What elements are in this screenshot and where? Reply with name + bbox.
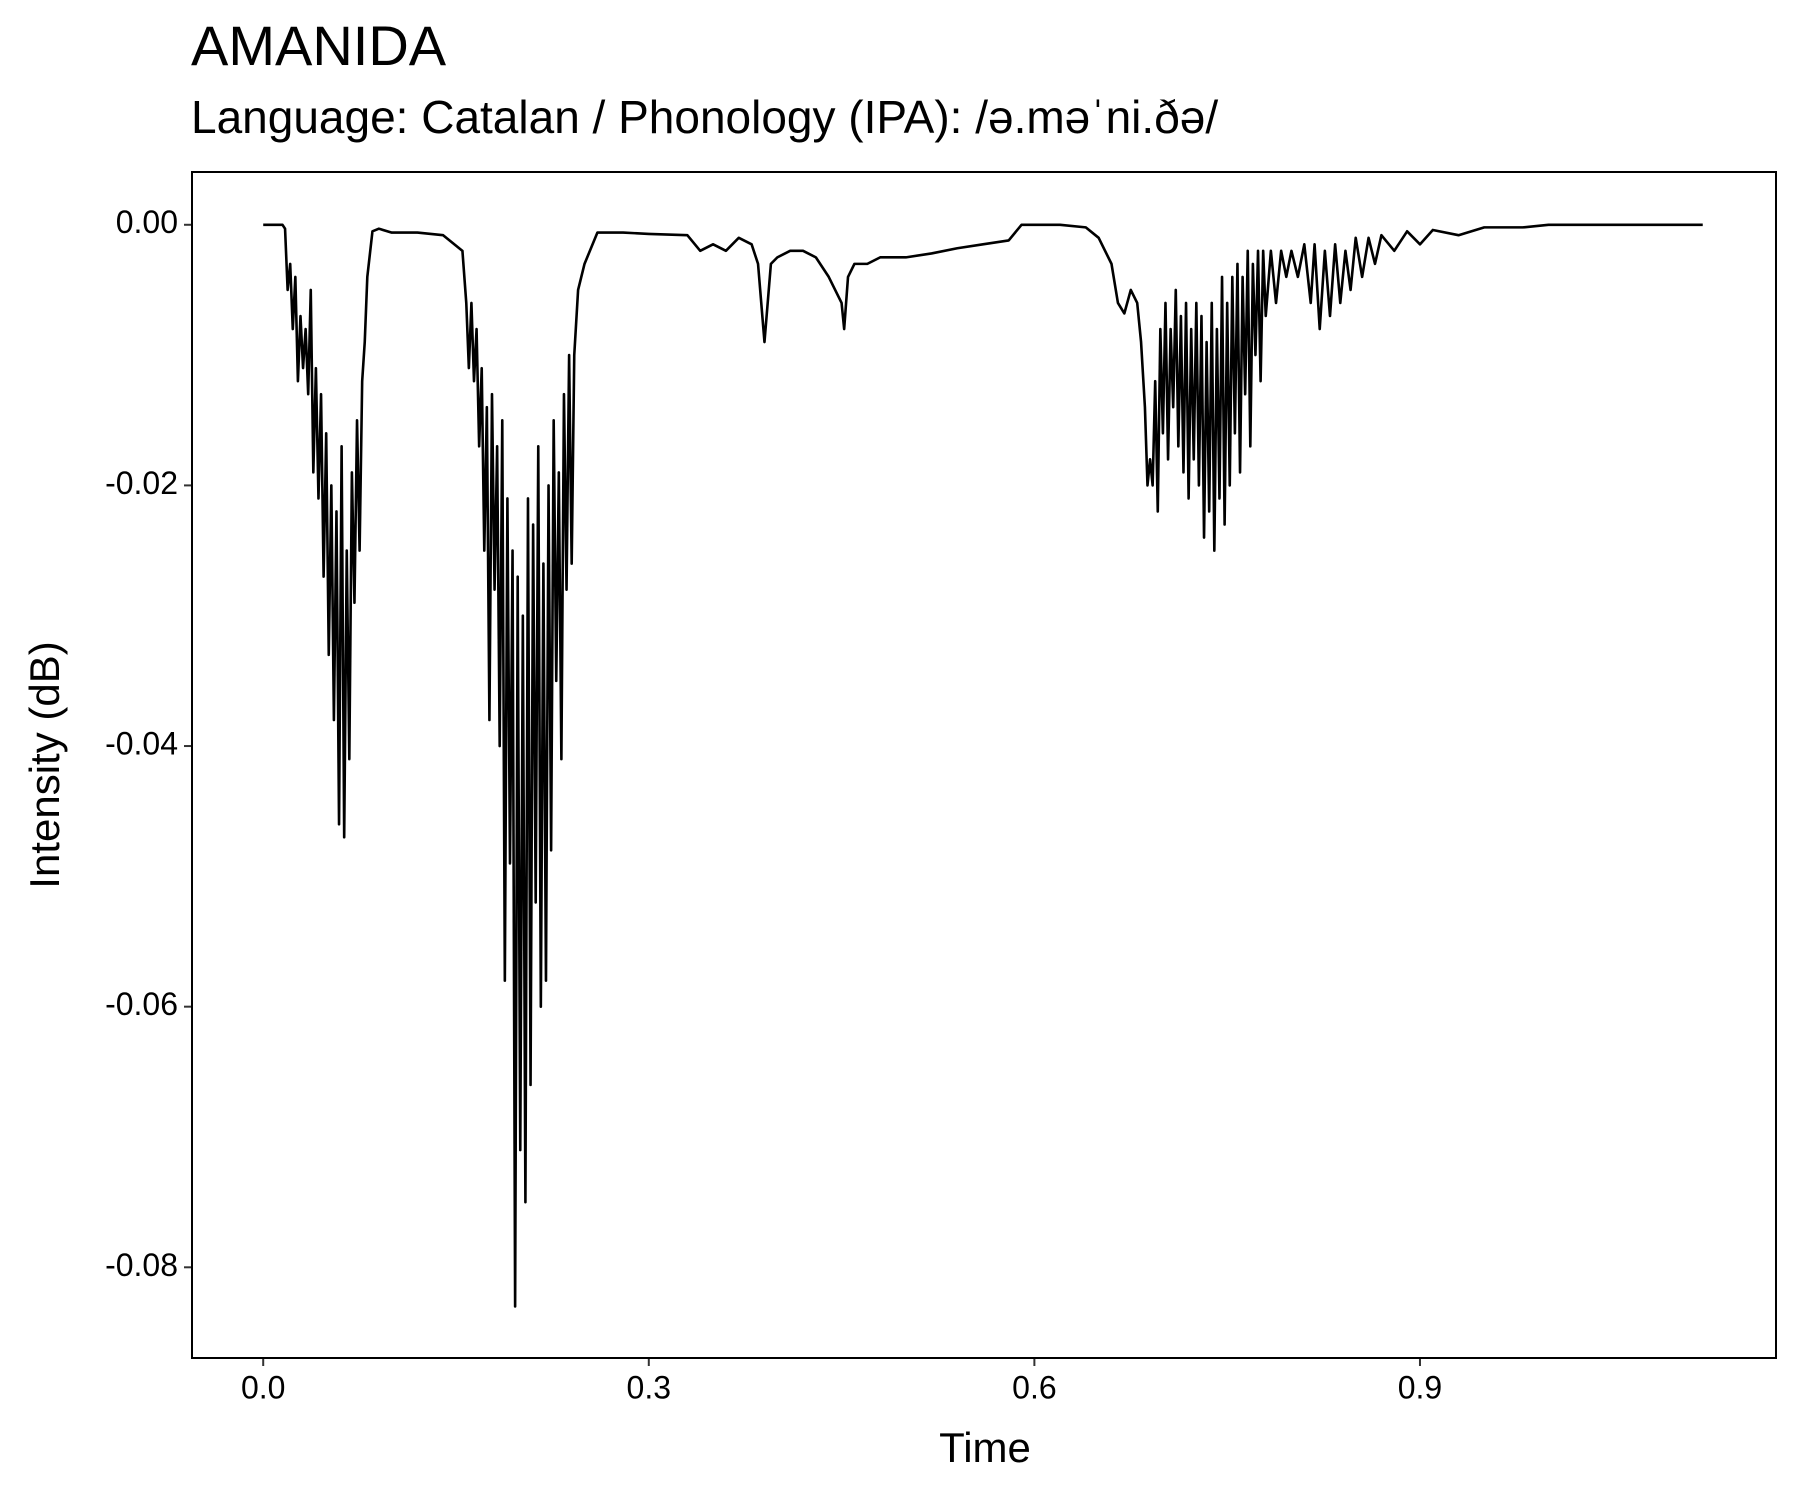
y-tick-label: -0.02 — [105, 465, 178, 501]
y-axis-title: Intensity (dB) — [21, 641, 68, 888]
data-line — [263, 223, 1703, 1308]
x-tick-label: 0.3 — [627, 1369, 671, 1405]
y-tick-label: -0.08 — [105, 1247, 178, 1283]
x-tick-label: 0.0 — [241, 1369, 285, 1405]
panel-border — [191, 171, 1777, 1359]
y-tick-label: -0.04 — [105, 725, 178, 761]
chart-title: AMANIDA — [191, 14, 447, 77]
y-tick-label: -0.06 — [105, 986, 178, 1022]
y-tick-label: 0.00 — [116, 204, 178, 240]
x-tick-label: 0.9 — [1398, 1369, 1442, 1405]
chart-subtitle: Language: Catalan / Phonology (IPA): /ə.… — [191, 91, 1218, 143]
x-axis-title: Time — [939, 1424, 1031, 1471]
x-tick-label: 0.6 — [1012, 1369, 1056, 1405]
